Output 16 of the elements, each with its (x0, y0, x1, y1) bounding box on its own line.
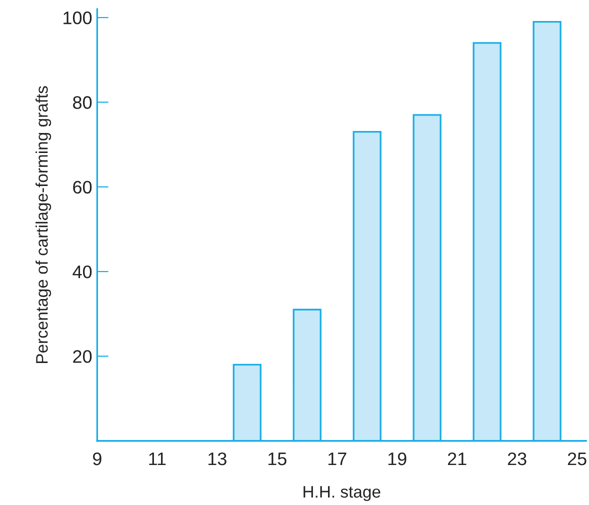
y-axis-title: Percentage of cartilage-forming grafts (36, 86, 52, 364)
x-axis-title: H.H. stage (304, 486, 380, 502)
x-tick-label: 19 (388, 452, 406, 466)
x-tick-label: 17 (328, 452, 346, 466)
y-tick-label: 100 (64, 11, 92, 24)
x-tick-label: 11 (149, 452, 166, 466)
y-tick-label: 60 (73, 180, 92, 194)
y-tick-label: 40 (72, 265, 92, 278)
x-tick-label: 15 (268, 452, 286, 466)
x-tick-label: 21 (448, 452, 466, 466)
x-tick-label: 23 (508, 452, 526, 466)
x-tick-label: 25 (568, 452, 586, 466)
x-tick-label: 9 (93, 452, 102, 466)
y-tick-label: 20 (73, 350, 92, 363)
y-tick-label: 80 (73, 96, 92, 109)
x-tick-label: 13 (208, 452, 226, 466)
